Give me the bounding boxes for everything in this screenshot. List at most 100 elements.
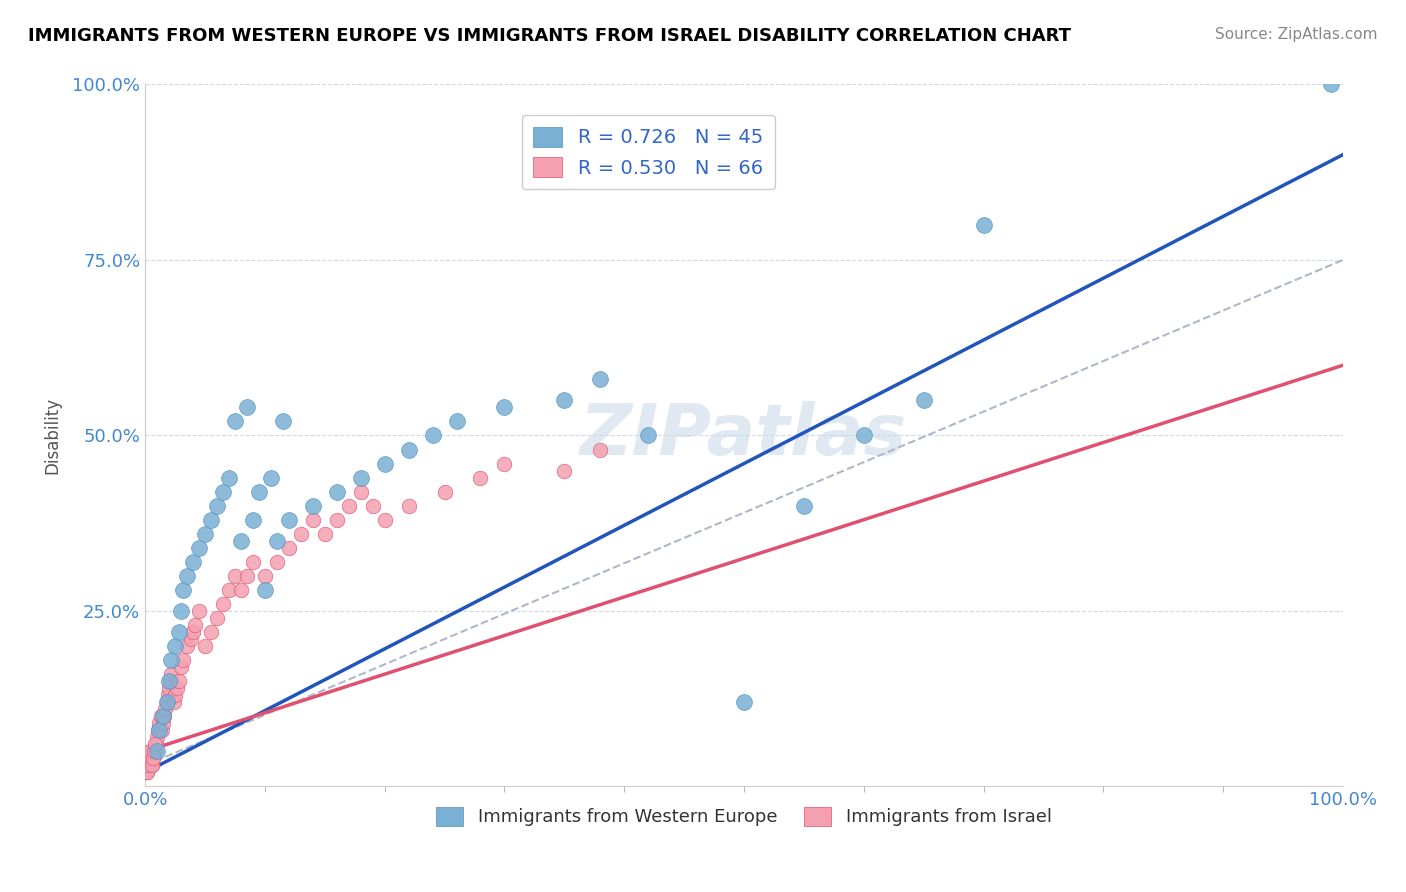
Point — [160, 667, 183, 681]
Point — [350, 470, 373, 484]
Point — [184, 618, 207, 632]
Point — [136, 765, 159, 780]
Point — [553, 464, 575, 478]
Point — [176, 569, 198, 583]
Point — [156, 695, 179, 709]
Point — [136, 758, 159, 772]
Point — [494, 457, 516, 471]
Point — [163, 688, 186, 702]
Point — [138, 758, 160, 772]
Point — [176, 639, 198, 653]
Point — [793, 499, 815, 513]
Point — [224, 414, 246, 428]
Point — [290, 526, 312, 541]
Point — [314, 526, 336, 541]
Point — [266, 555, 288, 569]
Point — [247, 484, 270, 499]
Point — [277, 513, 299, 527]
Point — [141, 758, 163, 772]
Point — [157, 681, 180, 696]
Point — [170, 604, 193, 618]
Point — [188, 604, 211, 618]
Point — [205, 499, 228, 513]
Point — [470, 470, 492, 484]
Point — [160, 653, 183, 667]
Point — [148, 723, 170, 738]
Point — [181, 625, 204, 640]
Point — [200, 625, 222, 640]
Point — [139, 751, 162, 765]
Point — [146, 744, 169, 758]
Point — [172, 582, 194, 597]
Point — [212, 484, 235, 499]
Point — [271, 414, 294, 428]
Point — [446, 414, 468, 428]
Point — [301, 499, 323, 513]
Point — [212, 597, 235, 611]
Text: ZIPatlas: ZIPatlas — [581, 401, 908, 470]
Point — [166, 681, 188, 696]
Point — [253, 582, 276, 597]
Point — [253, 569, 276, 583]
Point — [143, 737, 166, 751]
Point — [912, 393, 935, 408]
Point — [142, 751, 165, 765]
Point — [733, 695, 755, 709]
Point — [194, 526, 217, 541]
Point — [170, 660, 193, 674]
Point — [180, 632, 202, 646]
Point — [141, 758, 163, 772]
Point — [326, 484, 349, 499]
Point — [1320, 78, 1343, 92]
Point — [159, 674, 181, 689]
Point — [973, 218, 995, 232]
Point — [156, 695, 179, 709]
Point — [138, 751, 160, 765]
Point — [326, 513, 349, 527]
Point — [143, 744, 166, 758]
Point — [398, 442, 420, 457]
Point — [181, 555, 204, 569]
Point — [553, 393, 575, 408]
Point — [200, 513, 222, 527]
Point — [194, 639, 217, 653]
Point — [156, 688, 179, 702]
Point — [139, 744, 162, 758]
Point — [374, 513, 396, 527]
Point — [242, 555, 264, 569]
Text: IMMIGRANTS FROM WESTERN EUROPE VS IMMIGRANTS FROM ISRAEL DISABILITY CORRELATION : IMMIGRANTS FROM WESTERN EUROPE VS IMMIGR… — [28, 27, 1071, 45]
Point — [152, 716, 174, 731]
Point — [589, 442, 612, 457]
Point — [205, 611, 228, 625]
Point — [152, 709, 174, 723]
Point — [361, 499, 384, 513]
Point — [494, 401, 516, 415]
Point — [139, 744, 162, 758]
Point — [301, 513, 323, 527]
Text: Source: ZipAtlas.com: Source: ZipAtlas.com — [1215, 27, 1378, 42]
Point — [236, 401, 259, 415]
Point — [337, 499, 360, 513]
Point — [167, 674, 190, 689]
Point — [148, 716, 170, 731]
Point — [422, 428, 444, 442]
Point — [350, 484, 373, 499]
Point — [229, 533, 252, 548]
Point — [852, 428, 875, 442]
Point — [142, 751, 165, 765]
Point — [188, 541, 211, 555]
Point — [163, 639, 186, 653]
Point — [150, 723, 173, 738]
Point — [637, 428, 659, 442]
Point — [157, 674, 180, 689]
Point — [374, 457, 396, 471]
Point — [155, 702, 177, 716]
Point — [266, 533, 288, 548]
Point — [433, 484, 456, 499]
Y-axis label: Disability: Disability — [44, 397, 60, 474]
Point — [242, 513, 264, 527]
Point — [146, 731, 169, 745]
Point — [149, 709, 172, 723]
Point — [398, 499, 420, 513]
Point — [218, 470, 240, 484]
